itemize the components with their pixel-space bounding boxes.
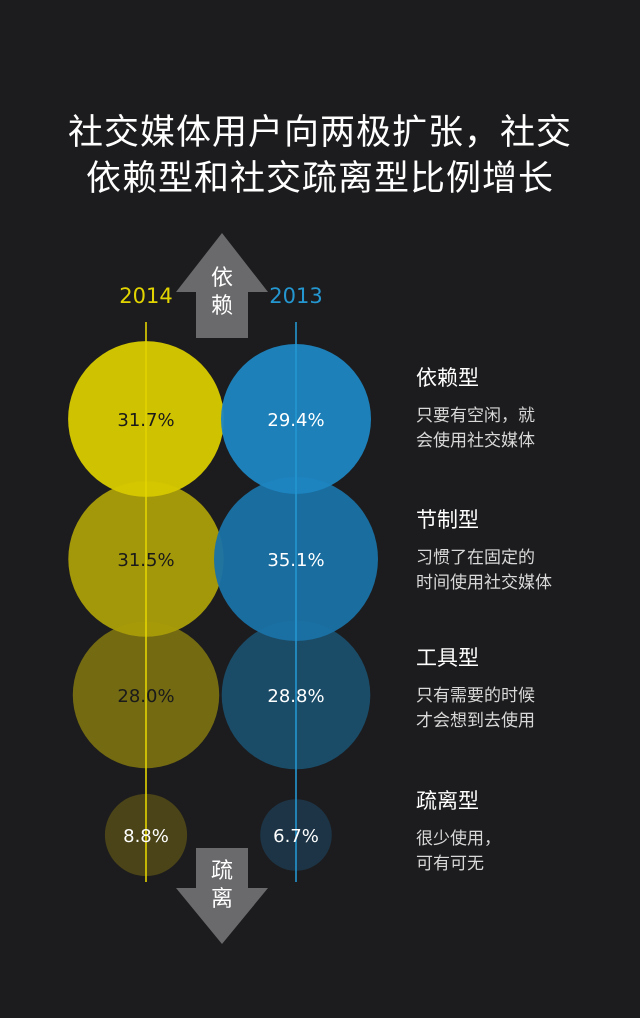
legend-desc-line: 只要有空闲，就 <box>416 406 535 426</box>
data-label-2014-4: 8.8% <box>123 826 169 847</box>
legend-desc-line: 习惯了在固定的 <box>416 548 535 568</box>
data-label-2014-1: 31.7% <box>117 410 174 431</box>
arrow-down-icon <box>176 848 268 944</box>
arrow-up-icon <box>176 233 268 338</box>
data-label-2013-3: 28.8% <box>267 686 324 707</box>
arrow-up-label-2: 赖 <box>211 294 233 319</box>
legend-desc-line: 很少使用， <box>416 829 501 849</box>
legend-title-2: 节制型 <box>416 508 479 532</box>
arrow-down-label-1: 疏 <box>211 859 233 884</box>
legend-title-4: 疏离型 <box>416 789 479 813</box>
series-name-2013: 2013 <box>269 284 322 308</box>
legend-desc-line: 可有可无 <box>416 854 484 874</box>
data-label-2013-1: 29.4% <box>267 410 324 431</box>
series-name-2014: 2014 <box>119 284 172 308</box>
legend-desc-4: 很少使用， 可有可无 <box>416 827 501 877</box>
arrow-down-label-2: 离 <box>211 887 233 912</box>
data-label-2014-2: 31.5% <box>117 550 174 571</box>
legend-desc-3: 只有需要的时候 才会想到去使用 <box>416 684 535 734</box>
legend-desc-1: 只要有空闲，就 会使用社交媒体 <box>416 404 535 454</box>
title-line-1: 社交媒体用户向两极扩张，社交 <box>67 113 572 153</box>
title-line-2: 依赖型和社交疏离型比例增长 <box>85 159 554 199</box>
data-label-2013-4: 6.7% <box>273 826 319 847</box>
legend-desc-2: 习惯了在固定的 时间使用社交媒体 <box>416 546 552 596</box>
data-label-2013-2: 35.1% <box>267 550 324 571</box>
legend-desc-line: 会使用社交媒体 <box>416 431 535 451</box>
legend-desc-line: 时间使用社交媒体 <box>416 573 552 593</box>
legend-desc-line: 只有需要的时候 <box>416 686 535 706</box>
data-label-2014-3: 28.0% <box>117 686 174 707</box>
legend-title-3: 工具型 <box>416 646 479 670</box>
legend-desc-line: 才会想到去使用 <box>416 711 535 731</box>
arrow-up-label-1: 依 <box>211 266 233 291</box>
legend-title-1: 依赖型 <box>416 366 479 390</box>
